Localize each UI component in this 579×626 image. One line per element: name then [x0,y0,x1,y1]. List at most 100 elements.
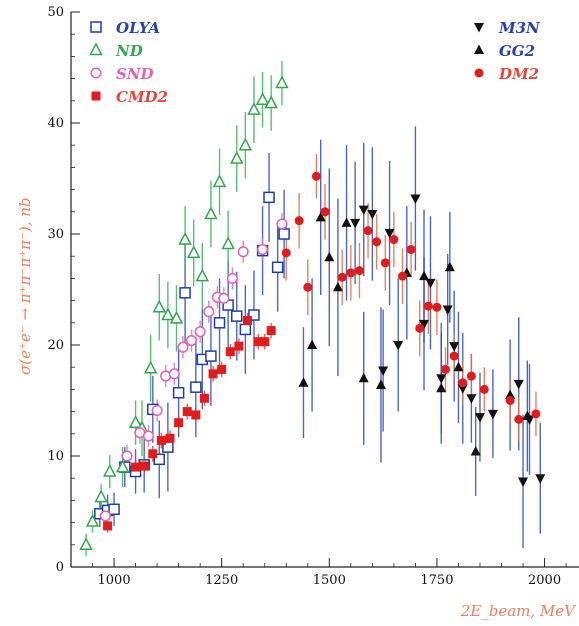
m3n-point [384,228,395,239]
axes [70,12,579,568]
gg2-point [436,382,447,393]
m3n-point [350,218,361,229]
snd-point [237,246,249,258]
dm2-point [294,216,304,226]
x-tick-label: 2000 [528,573,561,588]
x-tick-label: 1000 [98,573,131,588]
error-bars [85,60,541,556]
dm2-point [441,364,451,374]
gg2-point [298,377,309,387]
snd-point [177,341,189,353]
dm2-point [531,409,541,419]
nd-point [94,489,108,503]
nd-point [178,231,192,245]
snd-point [185,335,198,347]
y-tick-label: 20 [47,338,64,353]
m3n-point [449,342,460,352]
dm2-point [372,237,382,247]
gg2-point [358,372,369,383]
nd-point [204,206,218,220]
dm2-point [389,235,399,245]
gg2-point [444,261,455,272]
dm2-point [337,272,347,282]
cmd2-point [217,364,227,374]
cmd2-point [165,433,175,443]
olya-point [263,191,275,204]
cmd2-point [103,521,113,531]
legend-marker-cmd2 [91,91,101,101]
olya-point [190,381,202,393]
dm2-point [415,323,425,333]
cmd2-point [234,341,244,351]
dm2-point [423,301,433,311]
dm2-point [303,282,313,292]
cmd2-point [199,393,209,403]
snd-point [276,218,288,230]
olya-point [108,503,120,516]
nd-point [264,95,278,109]
gg2-point [419,270,430,281]
cmd2-point [253,337,263,347]
olya-point [278,228,290,240]
m3n-point [474,413,485,423]
legend-marker-dm2 [474,68,484,78]
dm2-point [311,171,321,181]
legend-label-snd: SND [116,65,154,83]
cmd2-point [208,369,218,379]
m3n-point [487,409,498,420]
gg2-point [505,389,516,399]
gg2-point [453,361,464,372]
olya-point [213,317,226,329]
dm2-point [458,378,468,388]
olya-point [248,309,260,321]
legend-label-olya: OLYA [116,19,160,37]
m3n-point [367,210,378,220]
m3n-point [442,305,453,315]
legend-label-cmd2: CMD2 [116,88,168,106]
data-markers [79,75,546,551]
m3n-point [393,341,404,351]
snd-point [99,510,111,522]
nd-point [230,150,244,164]
dm2-point [346,268,356,278]
nd-point [212,174,227,188]
snd-point [168,368,180,380]
snd-point [151,404,163,417]
m3n-point [535,474,546,484]
legend-label-dm2: DM2 [498,65,539,83]
dm2-point [354,266,364,276]
nd-point [255,92,270,105]
y-tick-label: 10 [47,449,64,464]
x-axis-title: 2E_beam, MeV [460,602,577,620]
dm2-point [466,371,476,381]
nd-point [128,415,143,428]
dm2-point [449,351,459,361]
x-tick-label: 1500 [313,573,346,588]
snd-point [218,292,230,304]
x-tick-label: 1250 [205,573,238,588]
nd-point [143,360,158,374]
nd-point [79,537,93,551]
nd-point [275,75,289,89]
olya-point [271,261,284,274]
m3n-point [378,366,389,377]
snd-point [142,430,155,442]
snd-point [203,306,215,318]
snd-point [257,243,269,256]
nd-point [186,245,201,259]
tick-marks: 0 10 20 30 40 50 1000 1250 1500 1750 2000 [47,5,567,588]
legend-marker-snd [90,67,102,79]
olya-point [239,323,252,336]
nd-point [169,310,184,324]
nd-point [103,463,117,477]
cmd2-point [148,449,158,459]
gg2-point [332,281,343,292]
cmd2-point [225,347,235,357]
cmd2-point [156,435,166,445]
dm2-point [505,396,515,405]
m3n-point [457,384,468,394]
gg2-point [315,211,326,222]
m3n-point [466,394,477,404]
olya-point [205,350,217,362]
gg2-point [470,446,481,456]
